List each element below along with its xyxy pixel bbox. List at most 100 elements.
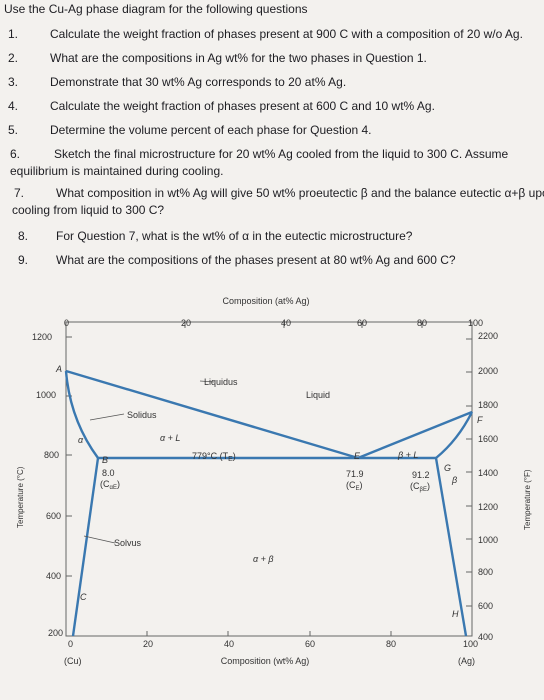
right-tick-1400: 1400 [478, 468, 498, 478]
solvus-line-beta [434, 457, 468, 637]
ag-end-label: (Ag) [458, 656, 475, 666]
question-6-continued: equilibrium is maintained during cooling… [10, 164, 224, 178]
left-tick-1000: 1000 [36, 390, 56, 400]
point-a: A [55, 364, 62, 374]
left-tick-600: 600 [46, 511, 61, 521]
liquidus-line-left [65, 369, 359, 460]
top-tick-20: 20 [181, 318, 191, 328]
liquid-label: Liquid [306, 390, 330, 400]
eutectic-composition-label: (CE) [346, 480, 363, 492]
question-number: 1. [8, 27, 19, 41]
right-tick-600: 600 [478, 601, 493, 611]
beta-max-text: (C [410, 481, 420, 491]
question-text: For Question 7, what is the wt% of α in … [56, 229, 413, 243]
question-text: Calculate the weight fraction of phases … [50, 99, 435, 113]
top-tick-80: 80 [417, 318, 427, 328]
left-tick-800: 800 [44, 450, 59, 460]
question-text: What are the compositions of the phases … [56, 253, 456, 267]
solidus-line-beta [435, 411, 474, 459]
question-text: Calculate the weight fraction of phases … [50, 27, 523, 41]
bottom-tick-80: 80 [386, 639, 396, 649]
x-axis-title: Composition (wt% Ag) [221, 656, 310, 666]
x-ticks-wt [65, 631, 473, 636]
liquidus-line-right [357, 410, 473, 460]
solidus-label: Solidus [127, 410, 157, 420]
eutectic-temperature-label: 779°C (TE) [192, 451, 236, 463]
question-text: Sketch the final microstructure for 20 w… [54, 147, 509, 161]
top-tick-60: 60 [357, 318, 367, 328]
cu-end-label: (Cu) [64, 656, 82, 666]
point-b: B [102, 455, 108, 465]
alpha-liquid-region-label: α + L [160, 433, 180, 443]
eutectic-composition-text: (C [346, 480, 356, 490]
beta-label: β [451, 475, 457, 485]
beta-max-sub: βE [420, 487, 427, 493]
leader-lines [83, 380, 215, 544]
question-text: What composition in wt% Ag will give 50 … [56, 186, 544, 200]
question-number: 3. [8, 75, 19, 89]
solvus-line-alpha [71, 457, 100, 637]
point-f: F [477, 415, 483, 425]
right-tick-2000: 2000 [478, 366, 498, 376]
x-ticks-at [184, 322, 423, 328]
question-text: Demonstrate that 30 wt% Ag corresponds t… [50, 75, 347, 89]
point-g: G [444, 463, 451, 473]
beta-liquid-region-label: β + L [397, 450, 418, 460]
right-tick-1000: 1000 [478, 535, 498, 545]
point-h: H [452, 609, 459, 619]
top-tick-100: 100 [468, 318, 483, 328]
question-number: 6. [10, 147, 21, 161]
question-number: 5. [8, 123, 19, 137]
beta-max-label: (CβE) [410, 481, 430, 493]
phase-boundaries [64, 369, 474, 637]
question-number: 7. [14, 186, 25, 200]
bottom-tick-100: 100 [463, 639, 478, 649]
left-tick-1200: 1200 [32, 332, 52, 342]
point-c: C [80, 592, 87, 602]
question-text: Determine the volume percent of each pha… [50, 123, 372, 137]
right-tick-400: 400 [478, 632, 493, 642]
y-ticks-c [66, 336, 72, 577]
right-tick-2200: 2200 [478, 331, 498, 341]
eutectic-composition-value: 71.9 [346, 469, 364, 479]
left-tick-400: 400 [46, 571, 61, 581]
bottom-tick-60: 60 [305, 639, 315, 649]
alpha-label: α [78, 435, 84, 445]
eutectic-temperature-text: 779°C (T [192, 451, 229, 461]
alpha-max-text: (C [100, 479, 110, 489]
beta-max-value: 91.2 [412, 470, 430, 480]
right-tick-1200: 1200 [478, 502, 498, 512]
solvus-label: Solvus [114, 538, 142, 548]
point-e: E [354, 451, 361, 461]
alpha-max-label: (CαE) [100, 479, 120, 491]
eutectic-temperature-sub: E [228, 456, 233, 463]
question-number: 4. [8, 99, 19, 113]
right-tick-1800: 1800 [478, 400, 498, 410]
question-number: 2. [8, 51, 19, 65]
bottom-tick-40: 40 [224, 639, 234, 649]
solidus-line-alpha [64, 370, 99, 459]
eutectic-composition-sub: E [356, 486, 360, 492]
top-tick-40: 40 [281, 318, 291, 328]
question-number: 8. [18, 229, 29, 243]
bottom-tick-0: 0 [68, 639, 73, 649]
left-tick-200: 200 [48, 628, 63, 638]
alpha-max-sub: αE [110, 485, 117, 491]
liquidus-label: Liquidus [204, 377, 238, 387]
alpha-max-value: 8.0 [102, 468, 115, 478]
top-axis-title: Composition (at% Ag) [222, 296, 309, 306]
question-text: What are the compositions in Ag wt% for … [50, 51, 427, 65]
plot-frame [65, 321, 473, 637]
question-7-continued: cooling from liquid to 300 C? [12, 203, 165, 217]
y-axis-title-left: Temperature (°C) [16, 466, 25, 528]
page-title: Use the Cu-Ag phase diagram for the foll… [4, 2, 308, 16]
bottom-tick-20: 20 [143, 639, 153, 649]
right-tick-1600: 1600 [478, 434, 498, 444]
right-tick-800: 800 [478, 567, 493, 577]
y-axis-title-right: Temperature (°F) [523, 469, 532, 530]
top-tick-0: 0 [64, 318, 69, 328]
y-ticks-f [466, 338, 472, 607]
question-number: 9. [18, 253, 29, 267]
alpha-beta-region-label: α + β [253, 554, 274, 564]
